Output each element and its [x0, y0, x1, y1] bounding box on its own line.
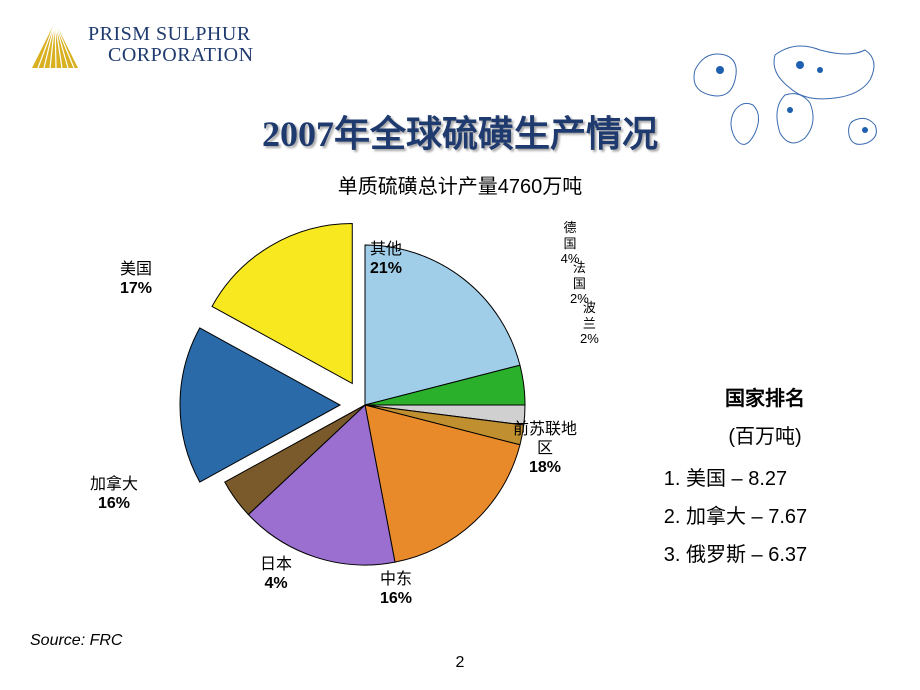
slide-subtitle: 单质硫磺总计产量4760万吨	[0, 170, 920, 199]
ranking-row-1: 加拿大 – 7.67	[686, 498, 880, 536]
source-note: Source: FRC	[30, 632, 122, 650]
pie-slice-label-6: 日本4%	[260, 555, 292, 593]
page-number: 2	[0, 654, 920, 672]
logo-line2: CORPORATION	[108, 45, 254, 66]
pie-slice-label-3: 波兰2%	[580, 300, 599, 347]
slide: { "logo":{"line1":"PRISM SULPHUR","line2…	[0, 0, 920, 690]
pie-slice-label-4: 前苏联地区18%	[510, 420, 580, 478]
logo-triangle-icon	[30, 20, 80, 70]
pie-slice-label-0: 其他21%	[370, 240, 402, 278]
ranking-unit: (百万吨)	[650, 418, 880, 456]
company-logo: PRISM SULPHUR CORPORATION	[30, 20, 254, 70]
pie-slice-label-8: 美国17%	[120, 260, 152, 298]
ranking-row-0: 美国 – 8.27	[686, 460, 880, 498]
ranking-row-2: 俄罗斯 – 6.37	[686, 536, 880, 574]
pie-slice-label-5: 中东16%	[380, 570, 412, 608]
pie-slice-label-7: 加拿大16%	[90, 475, 138, 513]
slide-title: 2007年全球硫磺生产情况	[0, 105, 920, 157]
logo-line1: PRISM SULPHUR	[88, 24, 254, 45]
ranking-header: 国家排名	[650, 380, 880, 418]
pie-chart: 其他21%德国4%法国2%波兰2%前苏联地区18%中东16%日本4%加拿大16%…	[150, 200, 580, 580]
country-ranking: 国家排名 (百万吨) 美国 – 8.27加拿大 – 7.67俄罗斯 – 6.37	[650, 380, 880, 574]
ranking-list: 美国 – 8.27加拿大 – 7.67俄罗斯 – 6.37	[650, 460, 880, 574]
logo-text: PRISM SULPHUR CORPORATION	[88, 24, 254, 66]
